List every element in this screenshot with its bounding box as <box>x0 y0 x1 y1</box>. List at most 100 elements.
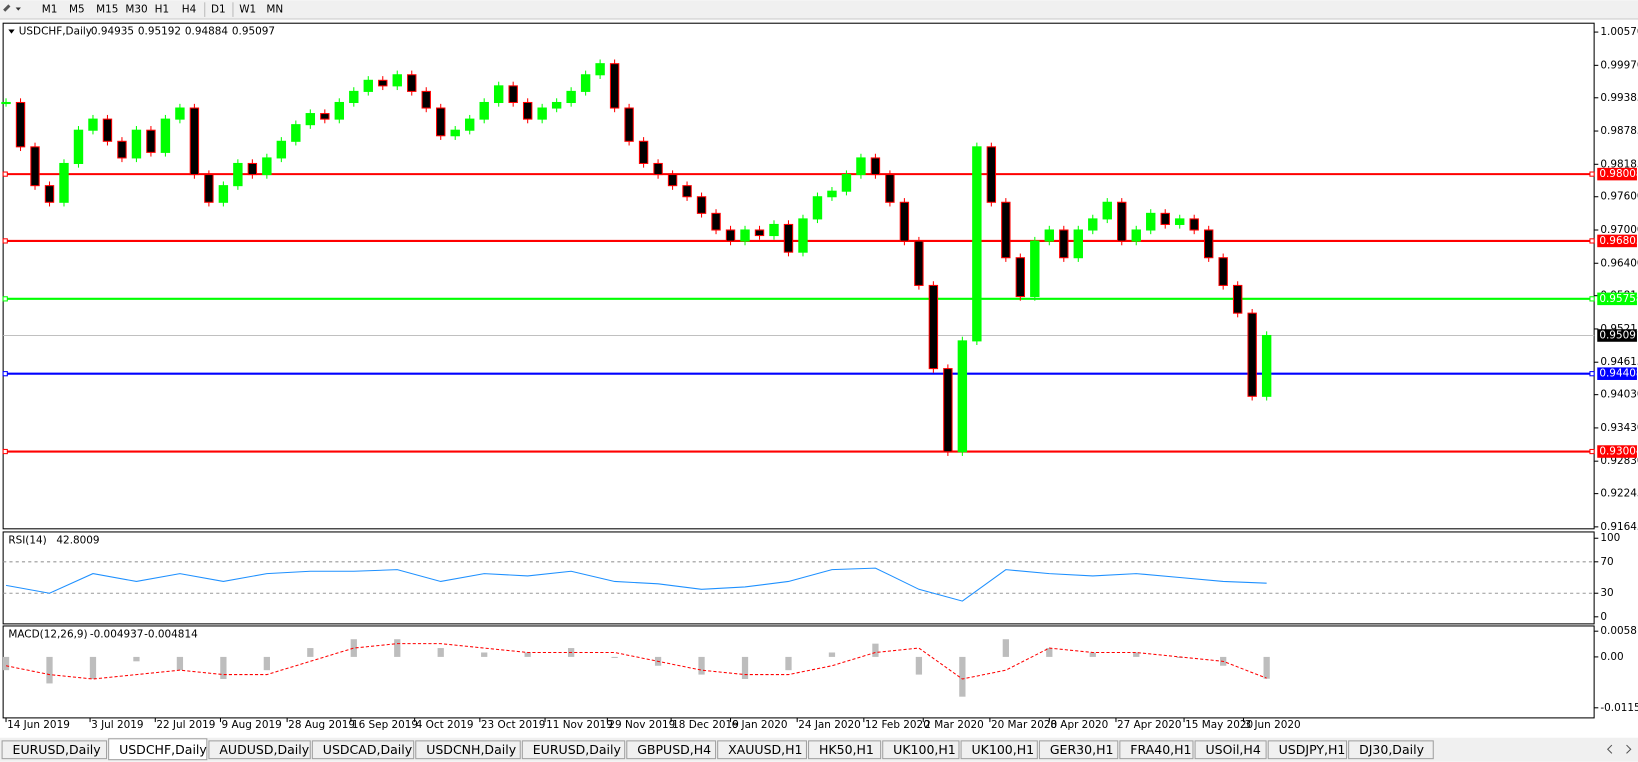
candle-body <box>827 190 837 198</box>
tab-label[interactable]: USDCHF,Daily <box>119 742 207 757</box>
tab-label[interactable]: FRA40,H1 <box>1130 742 1191 757</box>
candle-body <box>131 129 142 159</box>
level-handle[interactable] <box>2 296 8 302</box>
macd-bar <box>46 656 53 684</box>
tab[interactable] <box>415 740 521 760</box>
tab[interactable] <box>1 740 108 760</box>
timeframe-button[interactable]: H4 <box>182 4 197 16</box>
candle-body <box>305 113 316 126</box>
tab[interactable] <box>960 740 1038 760</box>
tab[interactable] <box>1194 740 1267 760</box>
tab[interactable] <box>808 740 882 760</box>
candle-body <box>986 146 997 203</box>
rsi-tick-label: 0 <box>1600 611 1607 623</box>
tab[interactable] <box>208 740 311 760</box>
current-price-box <box>1597 329 1637 342</box>
candle-body <box>522 101 533 120</box>
candle-body <box>102 118 113 142</box>
macd-bar <box>394 639 401 657</box>
level-handle[interactable] <box>2 448 8 455</box>
tab[interactable] <box>882 740 960 760</box>
toolbar <box>0 0 1638 20</box>
macd-bar <box>1046 648 1053 657</box>
timeframe-button[interactable]: D1 <box>211 4 226 16</box>
tab-label[interactable]: GBPUSD,H4 <box>637 742 711 757</box>
level-handle[interactable] <box>1589 238 1595 244</box>
tab-scroll[interactable] <box>1606 744 1632 754</box>
timeframe-button[interactable]: M30 <box>125 4 147 16</box>
tab[interactable] <box>521 740 626 760</box>
candle-body <box>1030 240 1040 298</box>
tab-label[interactable]: AUDUSD,Daily <box>219 742 309 757</box>
tab-label[interactable]: EURUSD,Daily <box>13 742 102 757</box>
x-tick-label: 2 Mar 2020 <box>924 719 984 731</box>
tab[interactable] <box>1348 740 1434 760</box>
macd-bar <box>176 656 184 671</box>
tab-label[interactable]: GER30,H1 <box>1050 742 1114 757</box>
level-label-box <box>1597 367 1637 380</box>
timeframe-button[interactable]: M1 <box>42 4 58 16</box>
level-handle[interactable] <box>1589 171 1595 177</box>
tab-label[interactable]: USDCAD,Daily <box>323 742 413 757</box>
level-handle[interactable] <box>1589 371 1595 377</box>
main-panel <box>2 22 1595 530</box>
candle-body <box>1088 218 1098 231</box>
tab[interactable] <box>1267 740 1348 760</box>
timeframe-button[interactable]: M5 <box>69 4 85 16</box>
candle-body <box>247 162 258 176</box>
level-label: 0.94408 <box>1599 368 1638 380</box>
level-handle[interactable] <box>2 238 8 244</box>
rsi-title: RSI(14) <box>8 534 46 546</box>
candle-body <box>885 174 895 203</box>
candle-body <box>856 157 866 176</box>
tab-label[interactable]: HK50,H1 <box>819 742 874 757</box>
x-tick-label: 29 Nov 2019 <box>608 719 675 731</box>
timeframe-button[interactable]: M15 <box>96 4 118 16</box>
macd-signal: -0.004814 <box>144 628 198 640</box>
candle-body <box>696 196 707 214</box>
candle-body <box>160 118 171 153</box>
tab[interactable] <box>1119 740 1194 760</box>
macd-bar <box>828 652 836 657</box>
tab-label[interactable]: USOil,H4 <box>1206 742 1261 757</box>
tab[interactable] <box>717 740 807 760</box>
tab-label[interactable]: EURUSD,Daily <box>533 742 622 757</box>
level-handle[interactable] <box>2 371 8 377</box>
tab[interactable] <box>1038 740 1119 760</box>
candle-body <box>233 162 243 187</box>
candle-body <box>30 146 40 187</box>
level-handle[interactable] <box>1589 448 1595 455</box>
candle-body <box>1218 257 1228 286</box>
candle-body <box>392 74 402 87</box>
level-handle[interactable] <box>2 171 8 177</box>
tab[interactable] <box>311 740 415 760</box>
macd-bar <box>133 656 140 662</box>
dropdown-arrow[interactable] <box>15 7 21 11</box>
tab[interactable] <box>108 738 208 761</box>
macd-bar <box>872 643 879 657</box>
tool-icon[interactable] <box>3 4 11 12</box>
candle-body <box>378 79 388 87</box>
tab-label[interactable]: DJ30,Daily <box>1359 742 1424 757</box>
candle-body <box>551 101 562 109</box>
timeframe-button[interactable]: W1 <box>239 4 256 16</box>
candle-body <box>291 124 301 142</box>
tab-label[interactable]: USDCNH,Daily <box>426 742 516 757</box>
y-tick-label: 0.98785 <box>1600 125 1638 137</box>
candle-body <box>595 63 605 76</box>
tab-label[interactable]: USDJPY,H1 <box>1279 742 1346 757</box>
y-tick-label: 0.94615 <box>1600 356 1638 368</box>
tab-label[interactable]: UK100,H1 <box>972 742 1035 757</box>
timeframe-button[interactable]: H1 <box>155 4 170 16</box>
macd-bar <box>785 656 792 671</box>
tab-label[interactable]: UK100,H1 <box>893 742 956 757</box>
candle-body <box>508 85 518 104</box>
tab[interactable] <box>626 740 717 760</box>
tab-label[interactable]: XAUUSD,H1 <box>728 742 802 757</box>
level-handle[interactable] <box>1589 296 1595 302</box>
candle-body <box>1203 229 1214 259</box>
timeframe-button[interactable]: MN <box>266 4 283 16</box>
ohlc-value: 0.95097 <box>232 26 275 38</box>
x-tick-label: 9 Aug 2019 <box>222 719 282 731</box>
